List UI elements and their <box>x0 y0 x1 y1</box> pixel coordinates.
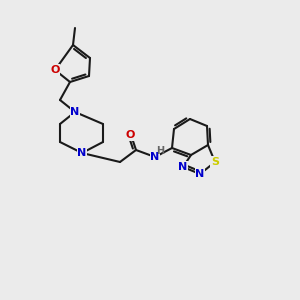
Text: N: N <box>70 107 80 117</box>
Text: N: N <box>150 152 160 162</box>
Text: N: N <box>178 162 188 172</box>
Text: H: H <box>156 146 164 156</box>
Text: S: S <box>211 157 219 167</box>
Text: O: O <box>125 130 135 140</box>
Text: N: N <box>195 169 205 179</box>
Text: N: N <box>77 148 87 158</box>
Text: O: O <box>50 65 60 75</box>
